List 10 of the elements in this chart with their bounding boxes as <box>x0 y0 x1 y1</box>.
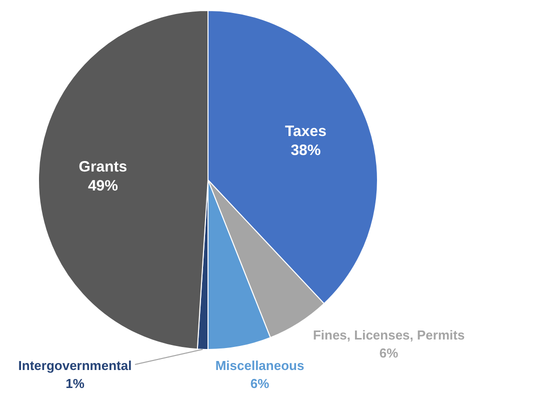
slice-label: Fines, Licenses, Permits <box>312 328 465 343</box>
slice-label: Grants <box>78 158 128 176</box>
slice-label: Taxes <box>285 122 326 140</box>
data-label: 1% <box>66 376 85 392</box>
data-label: 49% <box>88 177 118 194</box>
data-label: 38% <box>290 142 321 159</box>
slice-label: Miscellaneous <box>215 358 304 374</box>
data-label: 6% <box>379 346 399 361</box>
data-label: 6% <box>250 376 270 392</box>
slice-label: Intergovernmental <box>18 358 132 374</box>
